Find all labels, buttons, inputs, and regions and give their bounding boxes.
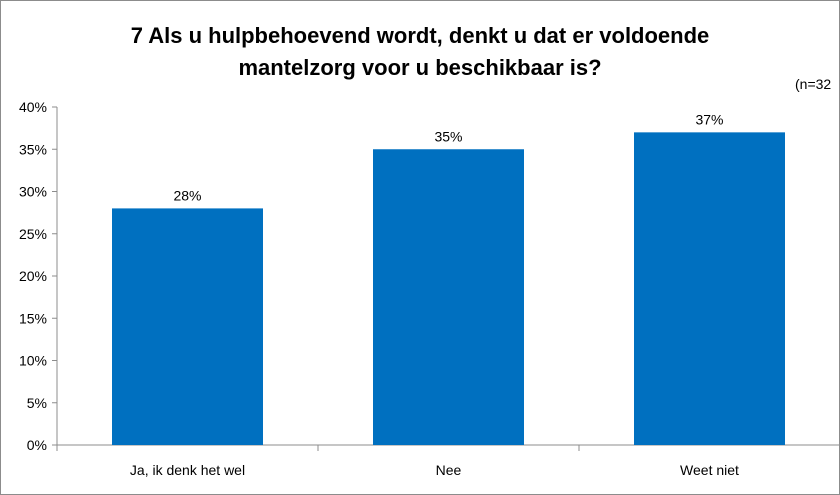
x-category-label: Ja, ik denk het wel — [130, 462, 245, 478]
bar — [634, 132, 785, 445]
chart-title-line-2: mantelzorg voor u beschikbaar is? — [238, 55, 602, 80]
bar — [373, 149, 524, 445]
y-tick-label: 0% — [27, 437, 47, 453]
x-category-label: Nee — [436, 462, 462, 478]
chart-title: 7 Als u hulpbehoevend wordt, denkt u dat… — [0, 20, 840, 84]
y-tick-label: 10% — [19, 353, 47, 369]
y-tick-label: 35% — [19, 141, 47, 157]
data-label: 35% — [434, 128, 462, 144]
bar — [112, 208, 263, 445]
chart-title-line-1: 7 Als u hulpbehoevend wordt, denkt u dat… — [130, 23, 710, 48]
y-tick-label: 20% — [19, 268, 47, 284]
y-tick-label: 15% — [19, 310, 47, 326]
y-tick-label: 5% — [27, 395, 47, 411]
x-category-label: Weet niet — [680, 462, 739, 478]
y-tick-label: 30% — [19, 184, 47, 200]
y-tick-label: 40% — [19, 99, 47, 115]
chart-bars — [112, 132, 785, 445]
chart-labels: 28% Ja, ik denk het wel 35% Nee 37% Weet niet — [130, 111, 739, 478]
y-tick-label: 25% — [19, 226, 47, 242]
sample-size-note: (n=32 — [795, 76, 832, 92]
data-label: 28% — [173, 187, 201, 203]
data-label: 37% — [695, 111, 723, 127]
